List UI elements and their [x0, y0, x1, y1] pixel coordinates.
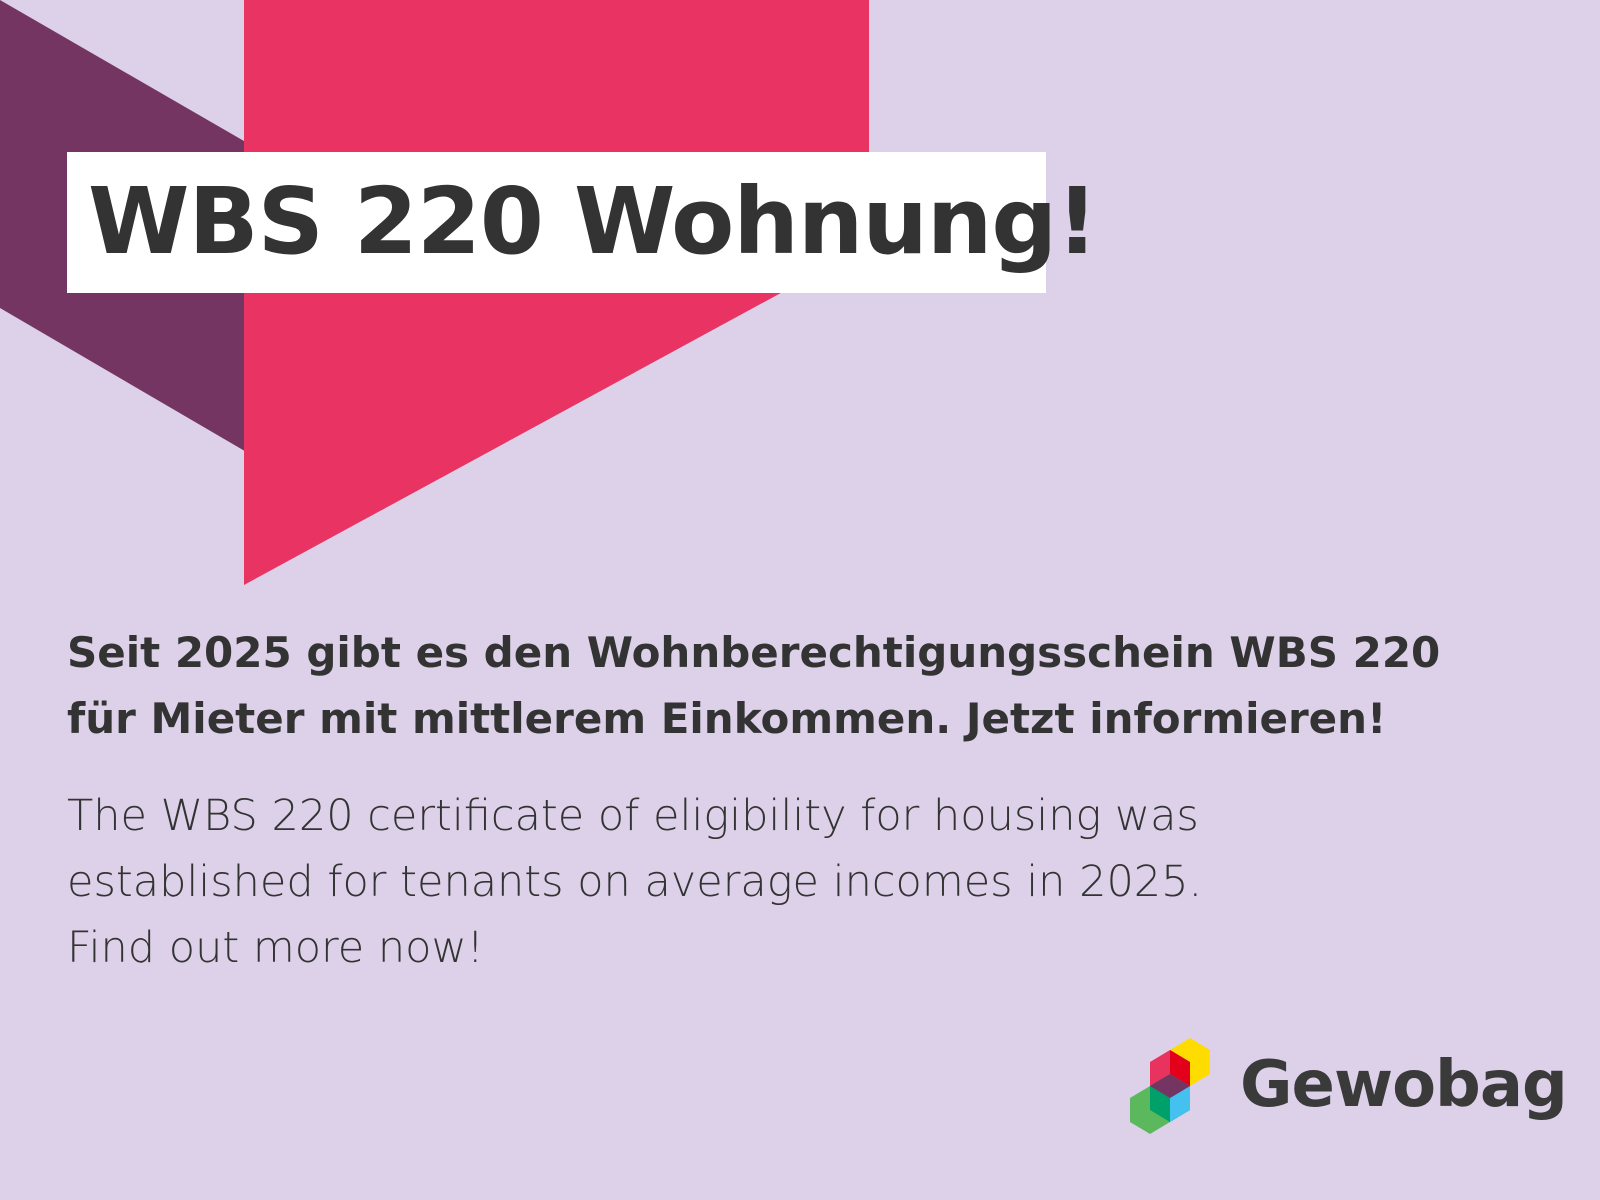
german-text: Seit 2025 gibt es den Wohnberechtigungss… [67, 620, 1440, 752]
cube-logo-icon [1130, 1038, 1210, 1134]
english-line: established for tenants on average incom… [67, 857, 1203, 907]
english-text: The WBS 220 certificate of eligibility f… [67, 783, 1202, 981]
english-line: Find out more now! [67, 923, 484, 973]
german-line: Seit 2025 gibt es den Wohnberechtigungss… [67, 628, 1441, 677]
german-line: für Mieter mit mittlerem Einkommen. Jetz… [67, 694, 1387, 743]
headline-box [67, 152, 1046, 293]
english-line: The WBS 220 certificate of eligibility f… [67, 791, 1199, 841]
brand-name: Gewobag [1240, 1048, 1568, 1122]
headline: WBS 220 Wohnung! [88, 168, 1098, 275]
